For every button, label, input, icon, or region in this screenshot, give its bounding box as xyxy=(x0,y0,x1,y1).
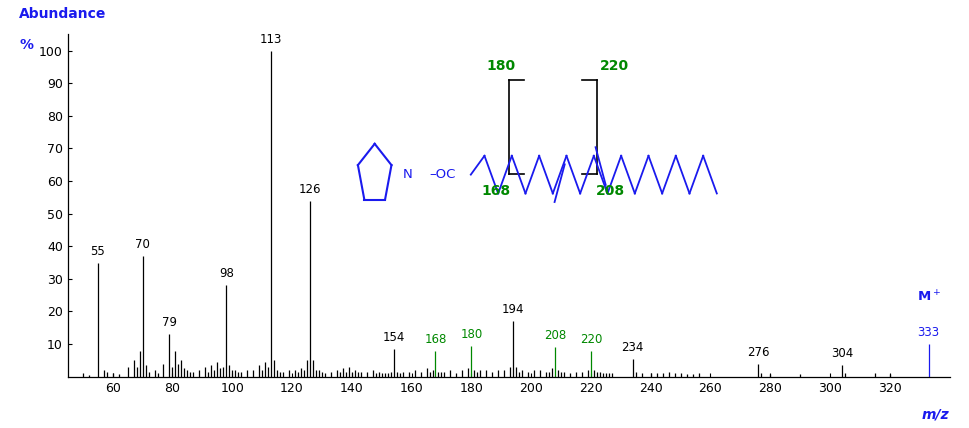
Text: 304: 304 xyxy=(830,348,853,360)
Text: 70: 70 xyxy=(135,238,150,251)
Text: 208: 208 xyxy=(544,330,566,342)
Text: 154: 154 xyxy=(383,331,405,344)
Text: 333: 333 xyxy=(918,326,940,339)
Text: 194: 194 xyxy=(502,303,524,316)
Text: 180: 180 xyxy=(486,59,516,73)
Text: 220: 220 xyxy=(600,59,629,73)
Text: 180: 180 xyxy=(460,328,483,341)
Text: 126: 126 xyxy=(298,183,321,196)
Text: 234: 234 xyxy=(621,341,644,354)
Text: 168: 168 xyxy=(482,184,511,198)
Text: %: % xyxy=(19,38,33,52)
Text: 98: 98 xyxy=(219,268,234,280)
Text: 208: 208 xyxy=(595,184,625,198)
Text: m/z: m/z xyxy=(922,407,950,422)
Text: 55: 55 xyxy=(90,245,105,258)
Text: N: N xyxy=(403,168,413,181)
Text: 220: 220 xyxy=(579,333,602,346)
Text: 276: 276 xyxy=(747,346,769,359)
Text: M$^+$: M$^+$ xyxy=(917,290,941,305)
Text: 168: 168 xyxy=(424,333,447,346)
Text: 79: 79 xyxy=(162,316,177,330)
Text: Abundance: Abundance xyxy=(19,7,107,21)
Text: –OC: –OC xyxy=(429,168,455,181)
Text: 113: 113 xyxy=(260,33,282,46)
